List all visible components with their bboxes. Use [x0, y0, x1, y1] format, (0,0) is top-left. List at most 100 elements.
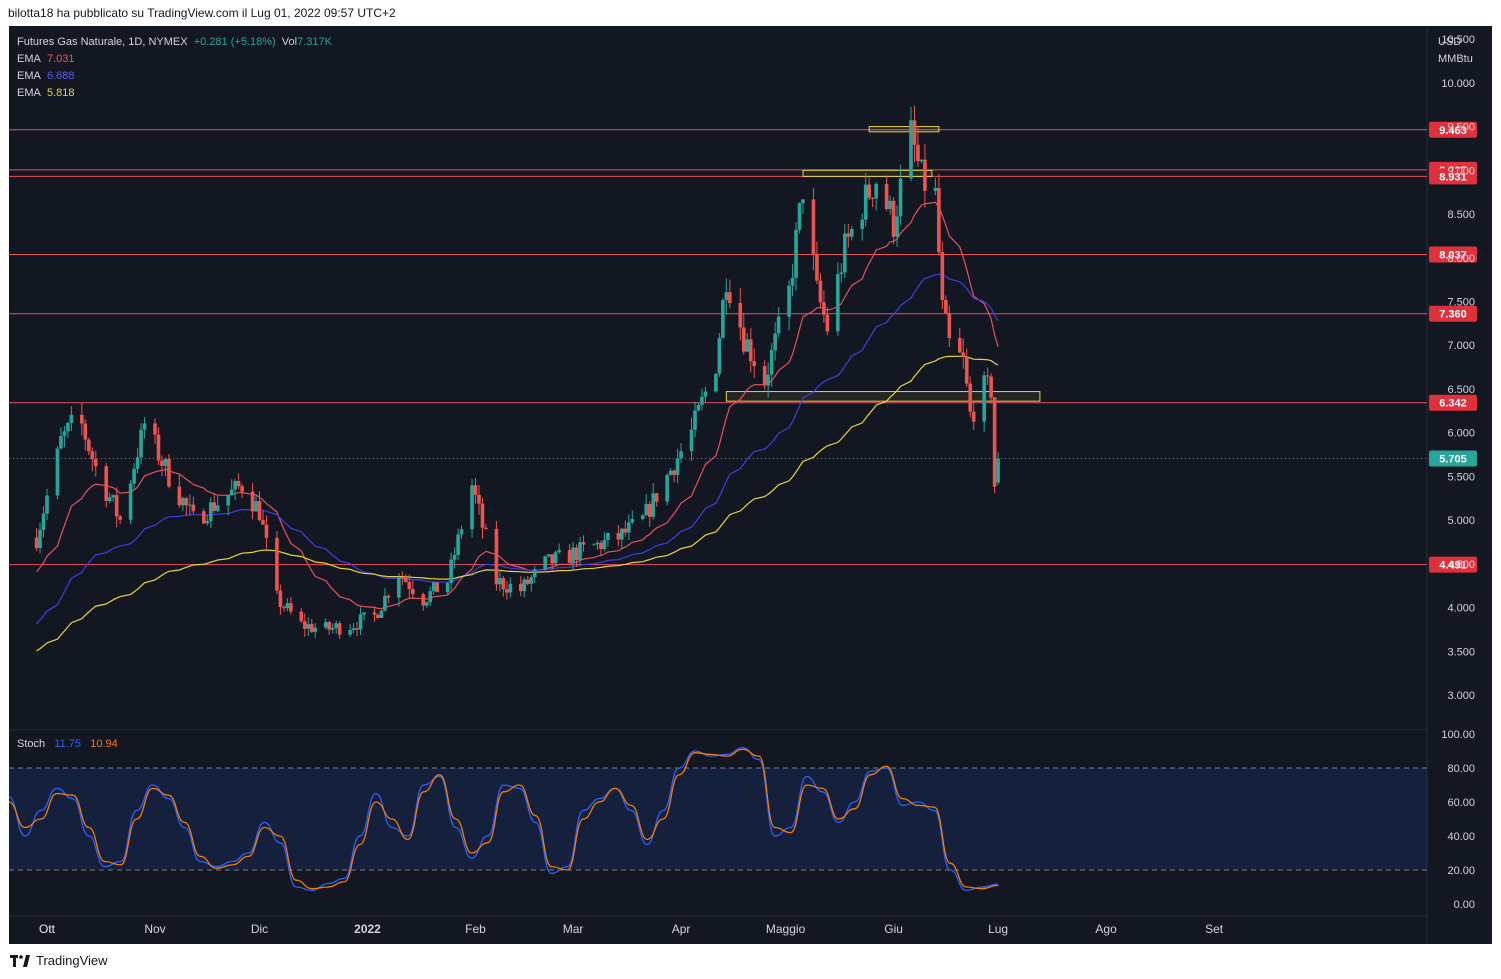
candle-body: [215, 505, 220, 511]
candle-body: [909, 120, 913, 179]
candle-body: [334, 623, 338, 628]
candle-body: [184, 498, 189, 506]
candle-body: [721, 300, 725, 338]
legend-vol-value: 7.317K: [297, 36, 332, 48]
ema2-label: EMA: [17, 70, 41, 82]
price-tick: 4.500: [1447, 559, 1475, 571]
candle-body: [379, 610, 384, 618]
candle-body: [849, 228, 854, 237]
candle-body: [135, 457, 140, 469]
candle-body: [69, 414, 74, 423]
candle-body: [762, 366, 767, 386]
candle-body: [90, 451, 95, 460]
candle-body: [470, 485, 474, 530]
stoch-tick: 60.00: [1447, 797, 1475, 809]
candle-body: [898, 178, 903, 217]
candle-body: [822, 302, 826, 315]
candle-body: [964, 356, 969, 384]
stoch-series-1: [8, 748, 999, 890]
candle-body: [752, 361, 757, 367]
price-tick: 7.500: [1447, 296, 1475, 308]
time-tick: 2022: [354, 922, 381, 936]
candle-body: [38, 529, 42, 549]
candle-body: [874, 183, 878, 199]
candle-body: [923, 159, 927, 191]
candle-body: [404, 577, 408, 583]
candle-body: [285, 603, 290, 609]
candle-body: [181, 498, 185, 506]
support-resistance-zone[interactable]: [725, 391, 1041, 402]
candle-body: [376, 614, 380, 618]
candle-body: [233, 481, 237, 490]
candle-body: [163, 458, 168, 466]
price-tick: 10.000: [1441, 78, 1475, 90]
candle-body: [836, 274, 840, 332]
price-tick: 6.000: [1447, 428, 1475, 440]
candle-body: [397, 577, 401, 598]
chart-svg[interactable]: 9.4639.0058.9318.0377.3606.3424.4915.705…: [8, 26, 1492, 944]
publish-header: bilotta18 ha pubblicato su TradingView.c…: [8, 6, 396, 20]
candle-body: [825, 314, 830, 332]
price-tick: 8.000: [1447, 253, 1475, 265]
price-tick: 3.000: [1447, 690, 1475, 702]
level-price-label: 8.037: [1439, 250, 1467, 262]
stoch-series-0: [8, 746, 999, 892]
candle-body: [933, 188, 938, 191]
candle-body: [773, 333, 777, 351]
candle-body: [240, 486, 244, 492]
candle-body: [884, 183, 889, 210]
candle-body: [306, 624, 311, 629]
candle-body: [519, 583, 523, 592]
candle-body: [107, 497, 112, 501]
ema-slow-line: [36, 355, 999, 652]
candle-body: [620, 528, 624, 540]
candle-body: [132, 468, 136, 484]
candle-body: [55, 448, 60, 496]
candle-body: [456, 534, 460, 556]
price-tick: 6.500: [1447, 384, 1475, 396]
chart-frame[interactable]: 9.4639.0058.9318.0377.3606.3424.4915.705…: [8, 26, 1492, 944]
level-price-label-bg: [1429, 168, 1477, 185]
candle-body: [985, 375, 990, 377]
candle-body: [282, 607, 286, 609]
candle-body: [118, 516, 122, 520]
candle-body: [484, 527, 488, 529]
candle-body: [728, 292, 732, 304]
candle-body: [498, 578, 502, 585]
level-price-label-bg: [1429, 394, 1477, 411]
candle-body: [226, 495, 230, 506]
candle-body: [741, 327, 746, 352]
candle-body: [337, 623, 342, 635]
candle-body: [372, 612, 377, 615]
candle-body: [651, 493, 655, 517]
candle-body: [201, 511, 206, 524]
support-resistance-zone[interactable]: [802, 169, 933, 177]
candle-body: [937, 188, 941, 253]
support-resistance-zone[interactable]: [868, 126, 940, 133]
ema-fast-line: [36, 201, 999, 610]
main-legend: Futures Gas Naturale, 1D, NYMEX +0.281 (…: [17, 36, 332, 99]
level-price-label: 6.342: [1439, 398, 1467, 410]
candle-body: [654, 493, 659, 502]
legend-vol-label: Vol: [281, 36, 298, 48]
time-tick: Ott: [39, 922, 56, 936]
candle-body: [738, 303, 743, 328]
candle-body: [299, 611, 304, 622]
time-tick: Maggio: [766, 922, 806, 936]
candle-body: [351, 628, 356, 630]
stoch-k-value: 11.75: [54, 738, 82, 750]
stoch-label: Stoch: [17, 738, 46, 750]
candle-body: [80, 414, 84, 424]
candle-body: [313, 627, 318, 632]
candle-body: [745, 339, 750, 352]
candle-body: [505, 589, 509, 593]
time-tick: Feb: [465, 922, 486, 936]
tradingview-logo-icon: [10, 954, 30, 967]
candle-body: [787, 285, 791, 317]
candle-body: [208, 502, 213, 522]
stoch-tick: 80.00: [1447, 763, 1475, 775]
candle-body: [550, 554, 554, 564]
stoch-tick: 40.00: [1447, 831, 1475, 843]
candle-body: [250, 491, 255, 512]
candle-body: [672, 470, 676, 475]
